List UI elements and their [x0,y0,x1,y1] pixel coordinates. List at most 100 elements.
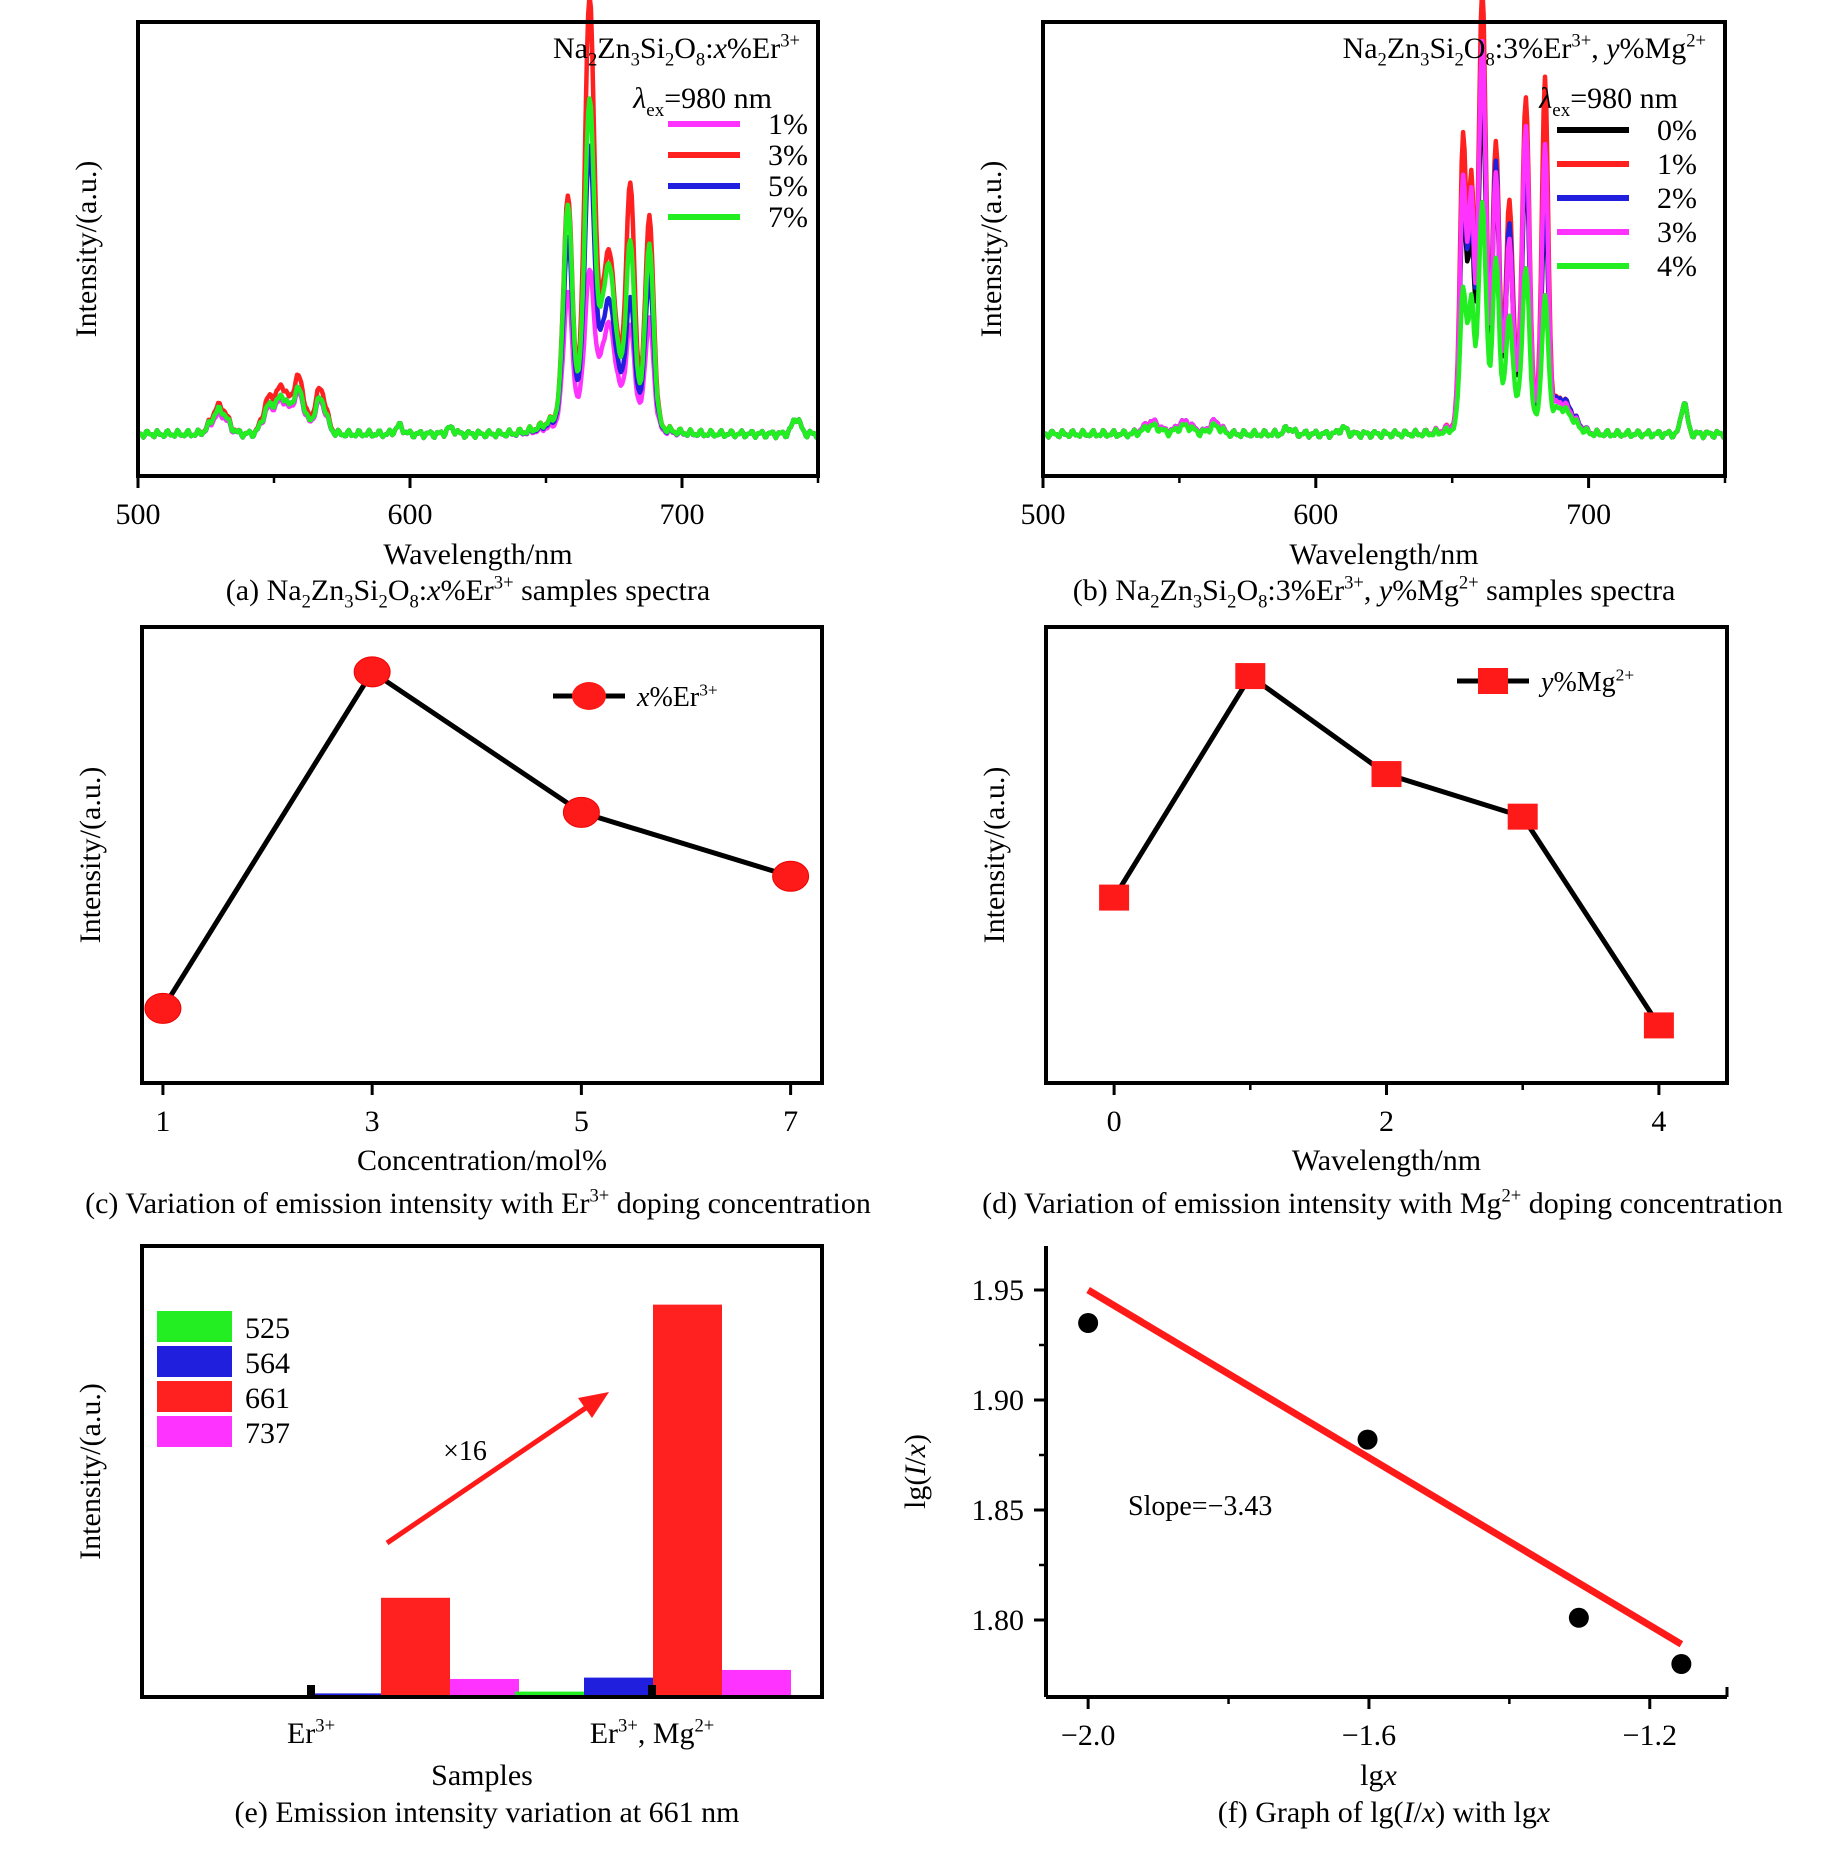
x-tick-label: 2 [1379,1105,1394,1138]
series-line-4% [1041,199,1727,441]
x-axis-label: lgx [1360,1759,1397,1792]
plot-frame [1044,625,1729,1085]
x-tick-label: 4 [1651,1105,1666,1138]
data-point-7 [772,860,810,892]
series-line [1111,672,1661,1027]
y-axis-label: Intensity/(a.u.) [74,1383,107,1560]
trend-arrow-head [578,1392,609,1418]
x-tick-label: 5 [574,1105,589,1138]
legend-label-2%: 2% [1657,182,1697,215]
data-point-0 [1099,884,1130,911]
data-point-2 [1568,1607,1589,1628]
bar-661-1 [653,1304,722,1697]
y-axis-label: lg(I/x) [899,1434,932,1509]
bar-564-1 [584,1677,653,1697]
x-tick-label: Er3+​, Mg2+​ [590,1716,715,1750]
x-tick-label: 1 [155,1105,170,1138]
panel-d: 0 2 4 Wavelength/nm Intensity/(a.u.) y%Mg2+​ (… [978,625,1783,1220]
legend-label-5%: 5% [768,170,808,203]
trend-arrow [385,1400,595,1546]
legend-label-0%: 0% [1657,114,1697,147]
caption: (a) Na2​Zn3​Si2​O8​:x%Er3+​ samples spec… [226,573,710,613]
legend-swatch-564 [157,1346,232,1377]
annotation-factor: ×16 [443,1436,487,1467]
bar-525-1 [515,1691,584,1697]
y-axis-label: Intensity/(a.u.) [70,161,103,338]
legend-label-737: 737 [245,1417,290,1450]
y-axis-label: Intensity/(a.u.) [978,767,1011,944]
bar-737-0 [450,1678,519,1697]
legend-label-4%: 4% [1657,250,1697,283]
panel-e: Er3+​ Er3+​, Mg2+​ Samples Intensity/(a.u.)… [74,1244,824,1829]
y-axis-label: Intensity/(a.u.) [975,161,1008,338]
x-tick-label: −1.6 [1342,1719,1396,1752]
series-line-1% [136,267,820,441]
plot-frame [136,20,820,478]
data-point-3 [1671,1654,1692,1674]
data-point-1 [1235,663,1266,690]
plot-frame [1041,20,1727,478]
panel-f: −2.0 −1.6 −1.2 1.80 1.85 1.90 1.95 lgx lg(I/x) Sl… [899,1246,1729,1829]
legend-label-7%: 7% [768,201,808,234]
legend-label-1%: 1% [1657,148,1697,181]
y-tick-label: 1.95 [972,1274,1025,1307]
legend-label-3%: 3% [768,139,808,172]
legend-swatch-737 [157,1416,232,1447]
x-tick-label: 700 [1566,498,1611,531]
x-tick-label: 700 [660,498,705,531]
legend-label-3%: 3% [1657,216,1697,249]
x-axis-label: Samples [431,1759,533,1792]
x-tick-label: 500 [1021,498,1066,531]
plot-frame [140,1244,824,1699]
data-point-1 [144,992,182,1024]
y-tick-label: 1.85 [972,1494,1025,1527]
caption: (f) Graph of lg(I/x) with lgx [1218,1796,1551,1829]
data-point-1 [1357,1429,1378,1450]
bar-737-1 [722,1669,791,1697]
panel-c: 1 3 5 7 Concentration/mol% Intensity/(a.u.) x%… [74,625,871,1220]
annotation-excitation: λex=980 nm [1538,82,1678,121]
legend-swatch-661 [157,1381,232,1412]
x-tick-label: 500 [116,498,161,531]
y-axis-label: Intensity/(a.u.) [74,767,107,944]
x-tick-label: −1.2 [1623,1719,1677,1752]
legend-label-661: 661 [245,1382,290,1415]
fit-line [1086,1286,1684,1648]
y-tick-label: 1.90 [972,1384,1025,1417]
x-tick-label: 3 [365,1105,380,1138]
bar-661-0 [381,1597,450,1697]
legend-marker [572,682,606,710]
x-tick-label: 600 [388,498,433,531]
legend-label-525: 525 [245,1312,290,1345]
legend-marker [1478,668,1508,694]
series-line-5% [136,143,820,441]
data-point-3 [1507,803,1538,830]
legend-label-1%: 1% [768,108,808,141]
series-line [160,668,792,1010]
caption: (b) Na2​Zn3​Si2​O8​:3%Er3+​, y%Mg2+​ sam… [1073,573,1676,613]
x-axis-label: Wavelength/nm [383,538,572,571]
data-point-5 [562,796,600,828]
x-tick-label: 7 [783,1105,798,1138]
legend-swatch-525 [157,1311,232,1342]
caption: (e) Emission intensity variation at 661 … [235,1796,740,1829]
series-line-7% [136,96,820,441]
legend-label: y%Mg2+​ [1538,665,1634,698]
annotation-formula: Na2​Zn3​Si2​O8​:x%Er3+​ [553,31,800,71]
data-point-4 [1643,1012,1674,1039]
x-axis-label: Wavelength/nm [1289,538,1478,571]
data-point-3 [353,656,391,688]
x-tick-label: 600 [1293,498,1338,531]
data-point-2 [1371,761,1402,788]
x-tick-label: −2.0 [1061,1719,1115,1752]
x-axis-label: Concentration/mol% [357,1144,607,1177]
annotation-formula: Na2​Zn3​Si2​O8​:3%Er3+​, y%Mg2+​ [1343,31,1706,71]
x-tick-label: Er3+​ [287,1716,335,1750]
y-tick-label: 1.80 [972,1604,1025,1637]
caption: (d) Variation of emission intensity with… [982,1186,1783,1220]
plot-frame [140,625,824,1085]
data-point-0 [1078,1313,1099,1333]
annotation-excitation: λex=980 nm [632,82,772,121]
panel-b: 500 600 700 Wavelength/nm Intensity/(a.u.) Na… [975,0,1727,613]
